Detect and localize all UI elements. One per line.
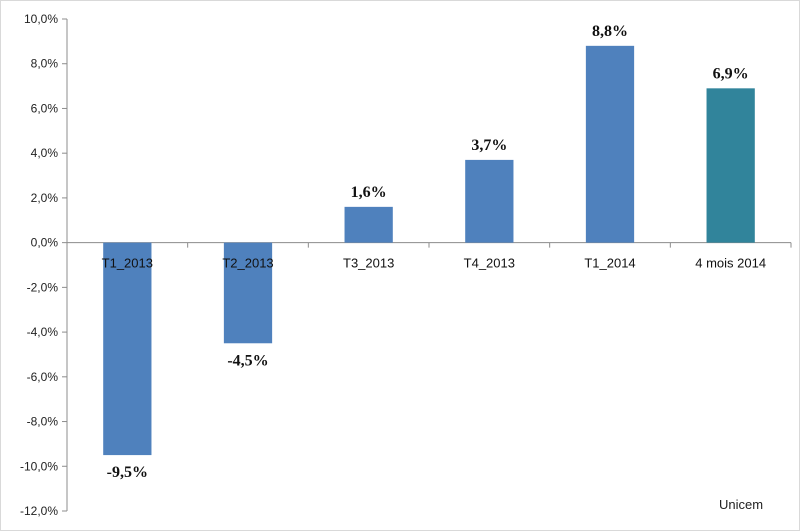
data-label: -9,5% bbox=[107, 464, 148, 481]
axes: 10,0% 8,0% 6,0% 4,0% 2,0% 0,0% -2,0% -4,0% -6,0%… bbox=[20, 12, 792, 518]
bar bbox=[706, 88, 755, 243]
data-labels: -9,5% -4,5% 1,6% 3,7% 8,8% 6,9% bbox=[107, 23, 749, 481]
bars bbox=[103, 45, 755, 456]
category-label: T4_2013 bbox=[464, 256, 515, 271]
y-tick-label: -8,0% bbox=[27, 415, 59, 429]
data-label: -4,5% bbox=[227, 352, 268, 369]
y-tick-label: 0,0% bbox=[31, 236, 59, 250]
y-tick-label: -2,0% bbox=[27, 280, 59, 294]
data-label: 6,9% bbox=[713, 65, 749, 82]
data-label: 1,6% bbox=[351, 184, 387, 201]
y-tick-label: -6,0% bbox=[27, 370, 59, 384]
category-label: T1_2013 bbox=[102, 256, 153, 271]
y-tick-label: 8,0% bbox=[31, 57, 59, 71]
category-label: T1_2014 bbox=[584, 256, 635, 271]
bar bbox=[344, 206, 393, 243]
bar bbox=[465, 159, 514, 243]
y-tick-label: -12,0% bbox=[20, 504, 58, 518]
bar bbox=[103, 242, 152, 456]
source-label: Unicem bbox=[719, 497, 763, 512]
y-tick-label: -4,0% bbox=[27, 325, 59, 339]
category-labels: T1_2013 T2_2013 T3_2013 T4_2013 T1_2014 4 moi… bbox=[102, 256, 766, 271]
category-label: T3_2013 bbox=[343, 256, 394, 271]
category-label: T2_2013 bbox=[222, 256, 273, 271]
data-label: 3,7% bbox=[471, 137, 507, 154]
y-tick-label: 4,0% bbox=[31, 146, 59, 160]
y-tick-label: 6,0% bbox=[31, 101, 59, 115]
bar bbox=[585, 45, 635, 243]
category-label: 4 mois 2014 bbox=[695, 256, 766, 271]
y-tick-label: 10,0% bbox=[24, 12, 58, 26]
y-tick-label: 2,0% bbox=[31, 191, 59, 205]
y-tick-label: -10,0% bbox=[20, 459, 58, 473]
data-label: 8,8% bbox=[592, 23, 628, 40]
bar bbox=[223, 242, 273, 344]
